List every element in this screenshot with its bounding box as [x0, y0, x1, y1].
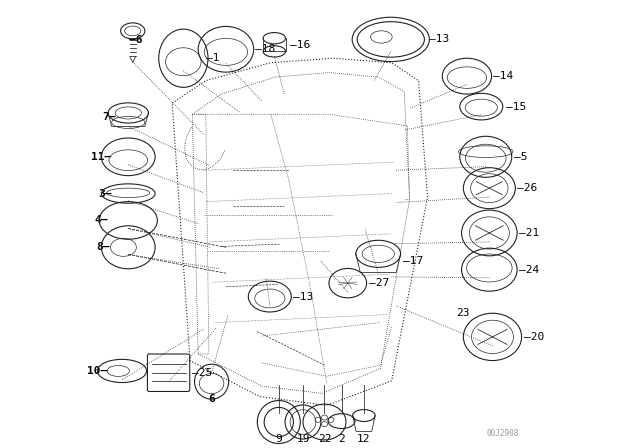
Text: —6: —6 — [129, 35, 142, 45]
Text: 2: 2 — [338, 434, 345, 444]
Text: 19: 19 — [296, 434, 310, 444]
Text: —25: —25 — [192, 368, 212, 378]
Text: —13: —13 — [429, 34, 449, 44]
Text: 22: 22 — [317, 434, 332, 444]
Text: —24: —24 — [519, 265, 540, 275]
Text: 3—: 3— — [98, 189, 111, 198]
Text: 7—: 7— — [102, 112, 115, 122]
Text: 8—: 8— — [96, 242, 109, 252]
Text: —13: —13 — [293, 292, 314, 302]
Text: —16: —16 — [290, 40, 310, 50]
Text: —26: —26 — [517, 183, 538, 193]
Text: 23: 23 — [456, 308, 470, 318]
Text: —15: —15 — [506, 102, 526, 112]
Text: —14: —14 — [493, 71, 514, 81]
Text: 9: 9 — [275, 434, 282, 444]
Text: 4—: 4— — [95, 215, 108, 225]
Text: —5: —5 — [514, 152, 527, 162]
Text: 11—: 11— — [92, 152, 111, 162]
Text: 10—: 10— — [87, 366, 107, 376]
Text: 6: 6 — [208, 394, 215, 404]
Text: —18: —18 — [255, 44, 275, 54]
Text: —20: —20 — [524, 332, 544, 342]
Text: —1: —1 — [205, 53, 220, 63]
Text: 12: 12 — [357, 434, 371, 444]
Text: —21: —21 — [519, 228, 540, 238]
Text: —27: —27 — [369, 278, 390, 288]
Text: —17: —17 — [403, 256, 423, 266]
Text: 00J2908: 00J2908 — [487, 429, 519, 438]
